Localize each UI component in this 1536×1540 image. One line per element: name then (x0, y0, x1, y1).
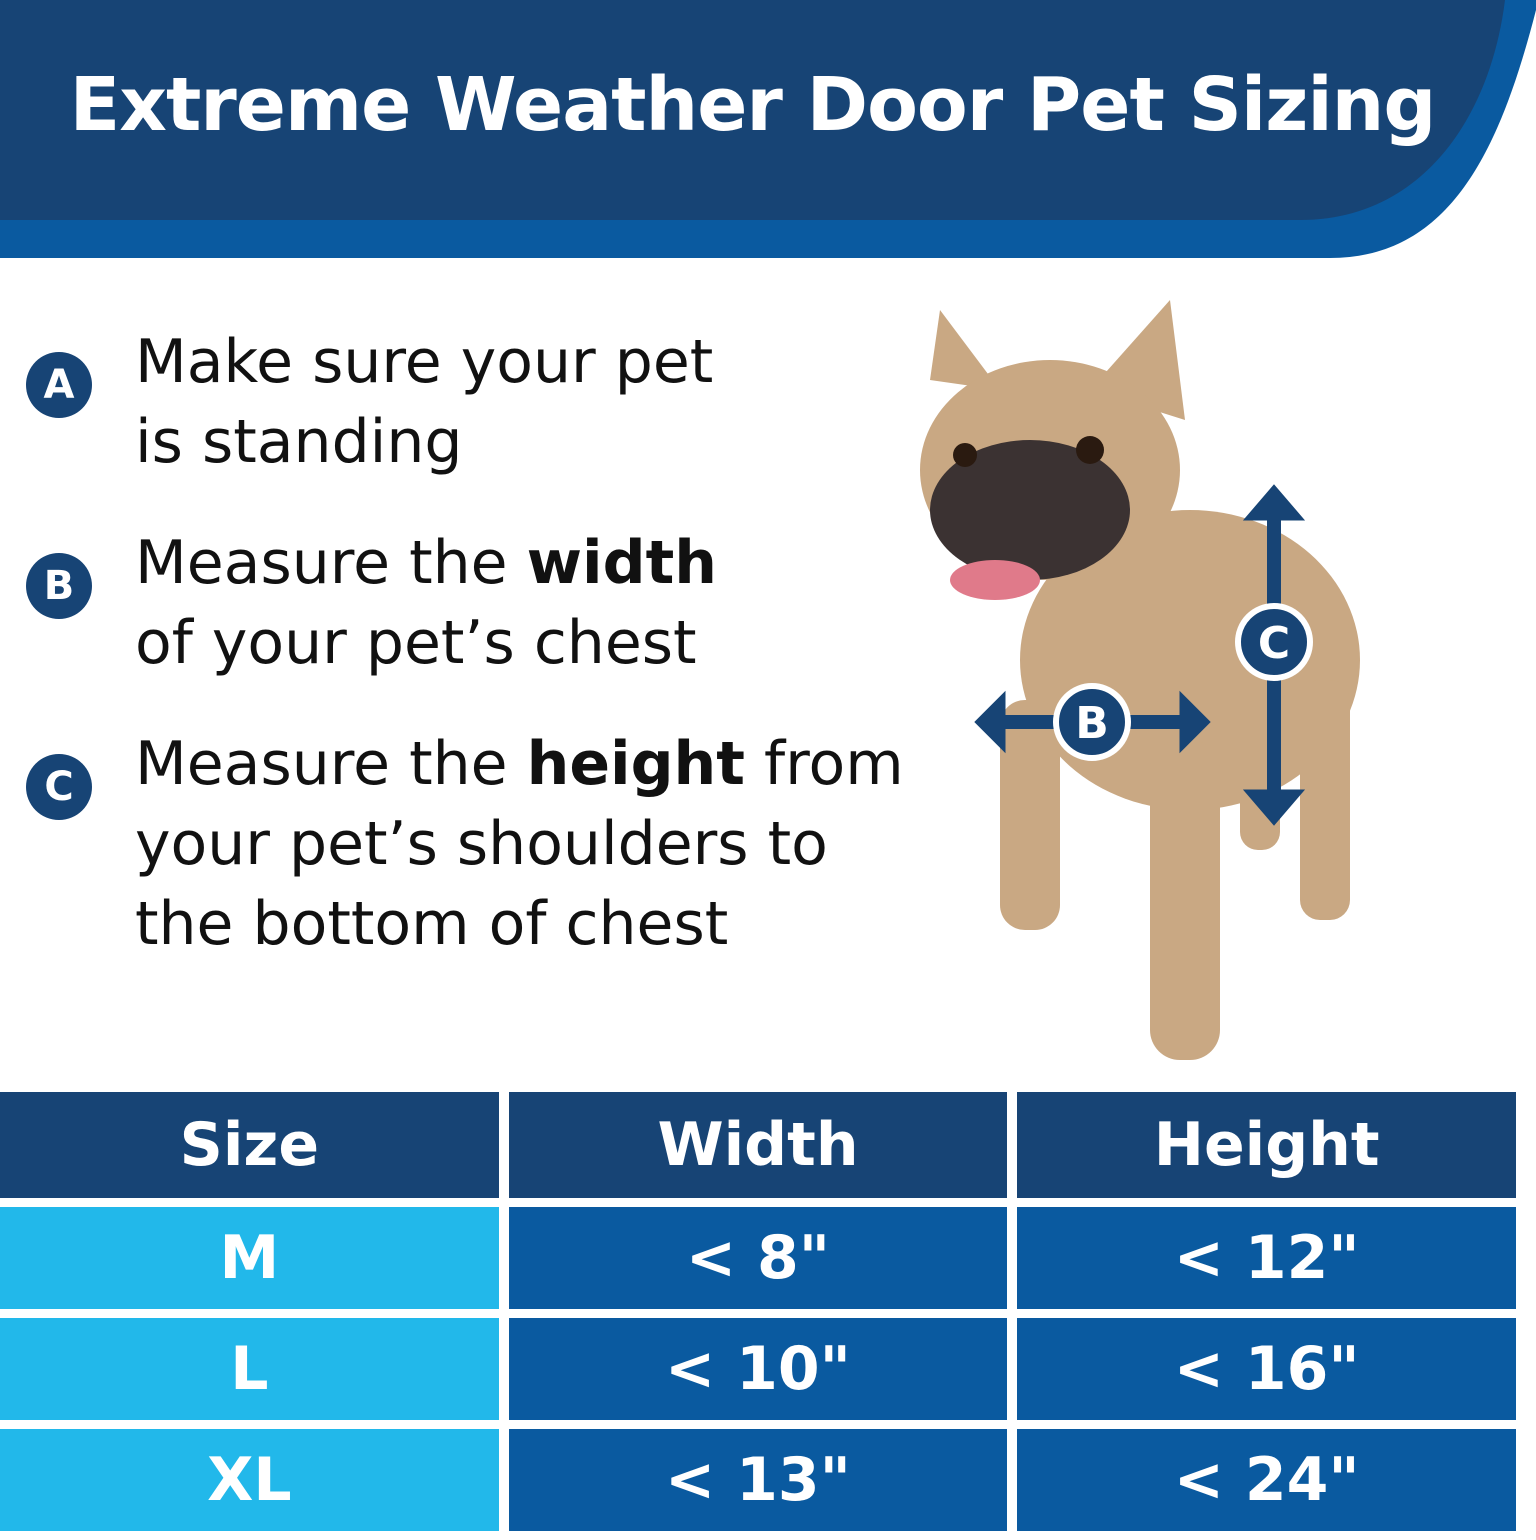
page-title: Extreme Weather Door Pet Sizing (69, 62, 1437, 148)
step-text: your pet’s shoulders to (135, 809, 828, 879)
badge-c: C (26, 754, 92, 820)
height-cell: < 16" (1017, 1318, 1516, 1420)
header-width: Width (508, 1092, 1008, 1198)
badge-b: B (26, 553, 92, 619)
step-bold: width (526, 528, 717, 598)
step-text: Measure the (135, 729, 527, 799)
dog-body (920, 300, 1360, 1060)
width-cell: < 8" (508, 1207, 1008, 1309)
table-row: L < 10" < 16" (0, 1318, 1516, 1420)
step-text: the bottom of chest (135, 889, 729, 959)
marker-b (1053, 683, 1131, 761)
size-table: Size Width Height M < 8" < 12" L < 10" <… (0, 1083, 1526, 1540)
width-cell: < 13" (508, 1429, 1008, 1531)
height-cell: < 24" (1017, 1429, 1516, 1531)
step-text: Measure the (135, 528, 527, 598)
step-text: Make sure your pet (135, 327, 714, 397)
dog-muzzle (930, 440, 1130, 580)
size-cell: L (0, 1318, 499, 1420)
height-cell: < 12" (1017, 1207, 1516, 1309)
step-text: of your pet’s chest (135, 608, 697, 678)
table-row: M < 8" < 12" (0, 1207, 1516, 1309)
marker-c-label: C (1258, 618, 1290, 669)
dog-tongue (950, 560, 1040, 600)
table-header-row: Size Width Height (0, 1092, 1516, 1198)
table-row: XL < 13" < 24" (0, 1429, 1516, 1531)
marker-b-label: B (1075, 698, 1109, 749)
header-size: Size (0, 1092, 499, 1198)
dog-illustration: C B (920, 300, 1360, 1060)
header-height: Height (1017, 1092, 1516, 1198)
badge-a: A (26, 352, 92, 418)
size-cell: M (0, 1207, 499, 1309)
size-cell: XL (0, 1429, 499, 1531)
marker-c (1235, 603, 1313, 681)
step-bold: height (526, 729, 745, 799)
header-banner (0, 0, 1536, 258)
step-text: from (744, 729, 904, 799)
step-text: is standing (135, 407, 463, 477)
width-cell: < 10" (508, 1318, 1008, 1420)
